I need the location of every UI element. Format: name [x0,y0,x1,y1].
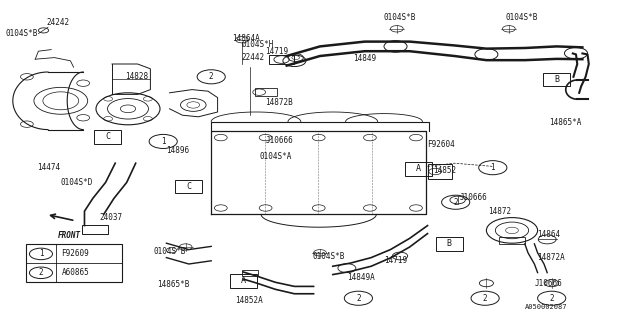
Bar [230,274,257,288]
Text: 14872A: 14872A [538,253,565,262]
Text: 14865*B: 14865*B [157,280,189,289]
Text: 14864: 14864 [538,230,561,239]
Text: 14719: 14719 [384,256,407,265]
Text: 14828: 14828 [125,72,148,81]
Text: C: C [186,182,191,191]
Text: J10666: J10666 [534,279,562,288]
Text: 14849: 14849 [353,54,376,63]
Text: 0104S*H: 0104S*H [242,40,275,49]
Text: 22442: 22442 [242,53,265,62]
Bar [242,270,258,276]
Text: A: A [416,164,421,173]
Text: 2: 2 [549,294,554,303]
Bar [94,130,121,144]
Text: 14872: 14872 [488,207,511,216]
Text: 14865*A: 14865*A [549,118,582,127]
Text: 2: 2 [453,198,458,207]
Text: C: C [105,132,110,141]
Text: J10666: J10666 [266,136,293,145]
Text: 1: 1 [38,249,44,259]
Text: 2: 2 [209,72,214,81]
Text: 1: 1 [161,137,166,146]
Bar [82,225,108,234]
Text: FRONT: FRONT [58,231,81,240]
Text: 0104S*B: 0104S*B [5,29,38,38]
Text: F92604: F92604 [428,140,455,149]
Text: 14852: 14852 [433,166,456,175]
Bar [499,237,525,244]
Text: A60865: A60865 [61,268,89,277]
Text: 24242: 24242 [46,18,69,27]
Text: 2: 2 [483,294,488,303]
Text: J10666: J10666 [460,193,487,202]
Text: 0104S*B: 0104S*B [506,13,538,22]
Text: 0104S*D: 0104S*D [61,178,93,187]
Text: 14864A: 14864A [232,34,259,43]
Text: 14852A: 14852A [236,296,263,305]
Text: 0104S*B: 0104S*B [312,252,345,261]
Bar [405,162,432,176]
Text: A: A [241,276,246,285]
Text: 0104S*B: 0104S*B [384,13,417,22]
Text: F92609: F92609 [61,249,89,259]
Bar [26,244,122,282]
Text: 2: 2 [38,268,44,277]
Text: 0104S*B: 0104S*B [154,247,186,256]
Text: 14896: 14896 [166,146,189,155]
Bar [255,88,277,96]
Text: 14474: 14474 [37,163,60,172]
Text: 2: 2 [356,294,361,303]
Text: 14719: 14719 [266,47,289,56]
Bar [428,164,452,179]
Text: B: B [447,239,452,248]
Text: 1: 1 [490,163,495,172]
Text: 24037: 24037 [99,213,122,222]
Text: A050002087: A050002087 [525,304,567,310]
Text: 0104S*A: 0104S*A [259,152,292,161]
Bar [269,55,294,64]
Bar [175,180,202,193]
Bar [436,237,463,251]
Bar [543,73,570,86]
Text: B: B [554,75,559,84]
Text: 14872B: 14872B [266,98,293,107]
Text: 14849A: 14849A [348,273,375,282]
